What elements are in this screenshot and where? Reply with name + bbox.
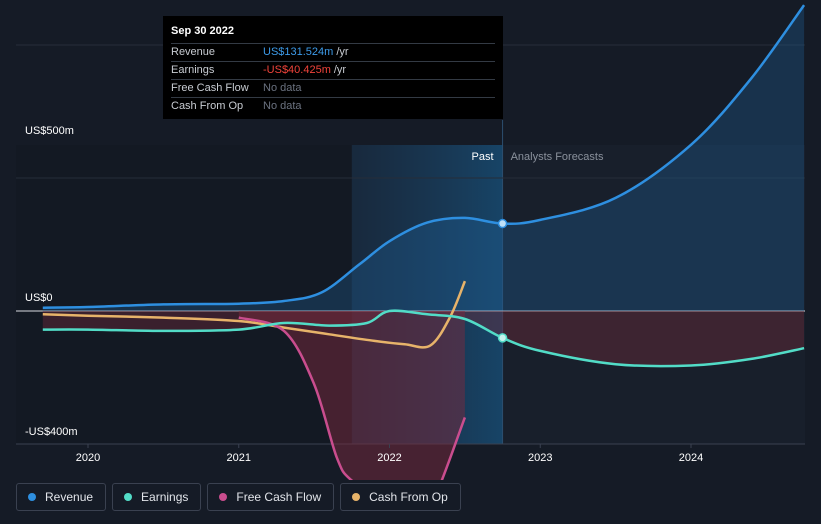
- legend-item-earnings[interactable]: Earnings: [112, 483, 202, 511]
- revenue-dot-icon: [28, 493, 36, 501]
- tooltip-unit: /yr: [333, 64, 347, 76]
- tooltip-label: Earnings: [171, 64, 215, 76]
- y-tick-label-bottom: -US$400m: [25, 426, 78, 438]
- cash-from-op-line: [42, 280, 467, 349]
- earnings-revenue-chart: 2020 2021 2022 2023 2024 Past Analysts Forec…: [16, 4, 806, 480]
- tooltip-value: No data: [263, 82, 302, 94]
- earnings-line: [42, 309, 805, 368]
- tooltip-value: US$131.524m: [263, 46, 334, 58]
- free-cash-flow-line: [238, 316, 467, 480]
- legend-label: Earnings: [141, 490, 189, 504]
- chart-legend: Revenue Earnings Free Cash Flow Cash Fro…: [16, 483, 461, 511]
- tooltip-unit: /yr: [336, 46, 349, 58]
- free-cash-flow-dot-icon: [219, 493, 228, 501]
- earnings-area: [42, 310, 805, 367]
- revenue-area: [42, 5, 805, 311]
- revenue-marker: [497, 218, 508, 229]
- data-tooltip: Sep 30 2022 Revenue US$131.524m /yr Earn…: [163, 16, 503, 119]
- tooltip-value: -US$40.425m: [263, 64, 331, 76]
- forecast-region-label: Analysts Forecasts: [511, 151, 604, 163]
- x-tick-label: 2022: [377, 452, 401, 464]
- x-tick-label: 2021: [227, 452, 251, 464]
- earnings-marker: [497, 333, 508, 343]
- legend-label: Cash From Op: [369, 490, 448, 504]
- tooltip-row-cash-from-op: Cash From Op No data: [171, 97, 495, 115]
- legend-label: Revenue: [45, 490, 94, 504]
- tooltip-row-earnings: Earnings -US$40.425m /yr: [171, 61, 495, 79]
- tooltip-row-free-cash-flow: Free Cash Flow No data: [171, 79, 495, 97]
- tooltip-row-revenue: Revenue US$131.524m /yr: [171, 43, 495, 61]
- forecast-region: [502, 145, 805, 444]
- free-cash-flow-area: [238, 311, 465, 480]
- past-region-dim: [16, 145, 352, 444]
- tooltip-label: Revenue: [171, 46, 216, 58]
- y-tick-label-top: US$500m: [25, 125, 74, 137]
- y-tick-label-zero: US$0: [25, 292, 53, 304]
- past-region-label: Past: [472, 151, 494, 163]
- legend-label: Free Cash Flow: [236, 490, 322, 504]
- tooltip-date: Sep 30 2022: [171, 25, 234, 37]
- x-tick-label: 2023: [528, 452, 552, 464]
- legend-item-revenue[interactable]: Revenue: [16, 483, 107, 511]
- cash-from-op-dot-icon: [352, 493, 361, 501]
- legend-item-free-cash-flow[interactable]: Free Cash Flow: [207, 483, 335, 511]
- x-tick-label: 2020: [76, 452, 100, 464]
- earnings-dot-icon: [124, 493, 133, 501]
- legend-item-cash-from-op[interactable]: Cash From Op: [340, 483, 461, 511]
- x-tick-label: 2024: [679, 452, 703, 464]
- tooltip-label: Free Cash Flow: [171, 82, 249, 94]
- tooltip-label: Cash From Op: [171, 100, 244, 112]
- revenue-line: [42, 4, 806, 309]
- tooltip-value: No data: [263, 100, 302, 112]
